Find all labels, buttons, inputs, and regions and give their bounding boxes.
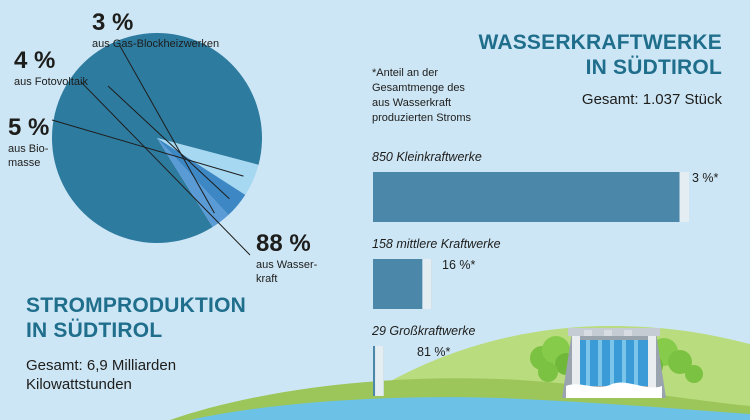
pie-leader-line [80,81,251,256]
water [190,397,750,420]
slice-pct-bio: 5 % [8,114,50,141]
bar-category-label: 158 mittlere Kraftwerke [372,237,501,251]
slice-desc-hydro-line: aus Wasser- [256,259,318,271]
pie-leader-lines [51,45,251,256]
footnote-line: produzierten Stroms [372,112,472,124]
slice-desc-gas: aus Gas-Blockheizwerken [92,38,220,50]
slice-pct-foto: 4 % [14,47,56,74]
bar-value-label: 81 %* [417,345,451,359]
strom-subtitle: Gesamt: 6,9 Milliarden Kilowattstunden [26,356,176,394]
pie-slice [52,33,263,244]
bar [373,172,689,222]
tree-right [641,338,703,383]
dam-illustration [562,328,666,398]
bar-share-fill [422,259,432,309]
strom-subtitle-line: Gesamt: 6,9 Milliarden [26,357,177,374]
wasser-subtitle: Gesamt: 1.037 Stück [581,91,722,108]
bar-share-fill [679,172,689,222]
pie-slice [157,138,229,228]
bar [373,259,432,309]
footnote-line: aus Wasserkraft [372,97,452,109]
pie-leader-line [119,45,215,214]
slice-desc-bio-line: masse [8,157,41,169]
footnote: *Anteil an der Gesamtmenge des aus Wasse… [372,66,471,126]
footnote-line: *Anteil an der [372,67,439,79]
strom-title-line: STROMPRODUKTION [26,294,246,317]
wasser-title: WASSERKRAFTWERKE IN SÜDTIROL [478,30,722,80]
bar-chart [373,172,689,396]
pie-leader-line [51,119,244,177]
slice-desc-foto: aus Fotovoltaik [14,76,88,88]
strom-subtitle-line: Kilowattstunden [26,376,132,393]
slice-pct-hydro: 88 % [256,230,311,257]
bar-value-label: 16 %* [442,258,476,272]
slice-desc-hydro-line: kraft [256,273,278,285]
wasser-title-line: IN SÜDTIROL [585,56,722,79]
slice-desc-bio: aus Bio- masse [8,142,49,170]
bar-value-label: 3 %* [692,171,719,185]
pie-leader-line [107,85,230,200]
slice-desc-bio-line: aus Bio- [8,143,49,155]
strom-title: STROMPRODUKTION IN SÜDTIROL [26,293,246,343]
slice-pct-gas: 3 % [92,9,134,36]
bar-share-fill [375,346,384,396]
bar-category-label: 850 Kleinkraftwerke [372,150,482,164]
slice-label-hydro: 88 % aus Wasser- kraft [256,232,317,286]
strom-title-line: IN SÜDTIROL [26,319,163,342]
slice-label-bio: 5 % aus Bio- masse [8,116,49,170]
slice-desc-hydro: aus Wasser- kraft [256,258,317,286]
slice-label-foto: 4 % aus Fotovoltaik [14,49,88,89]
pie-slice [157,138,259,195]
slice-label-gas: 3 % aus Gas-Blockheizwerken [92,11,219,51]
footnote-line: Gesamtmenge des [372,82,465,94]
wasser-title-line: WASSERKRAFTWERKE [478,31,722,54]
bar-category-label: 29 Großkraftwerke [372,324,476,338]
